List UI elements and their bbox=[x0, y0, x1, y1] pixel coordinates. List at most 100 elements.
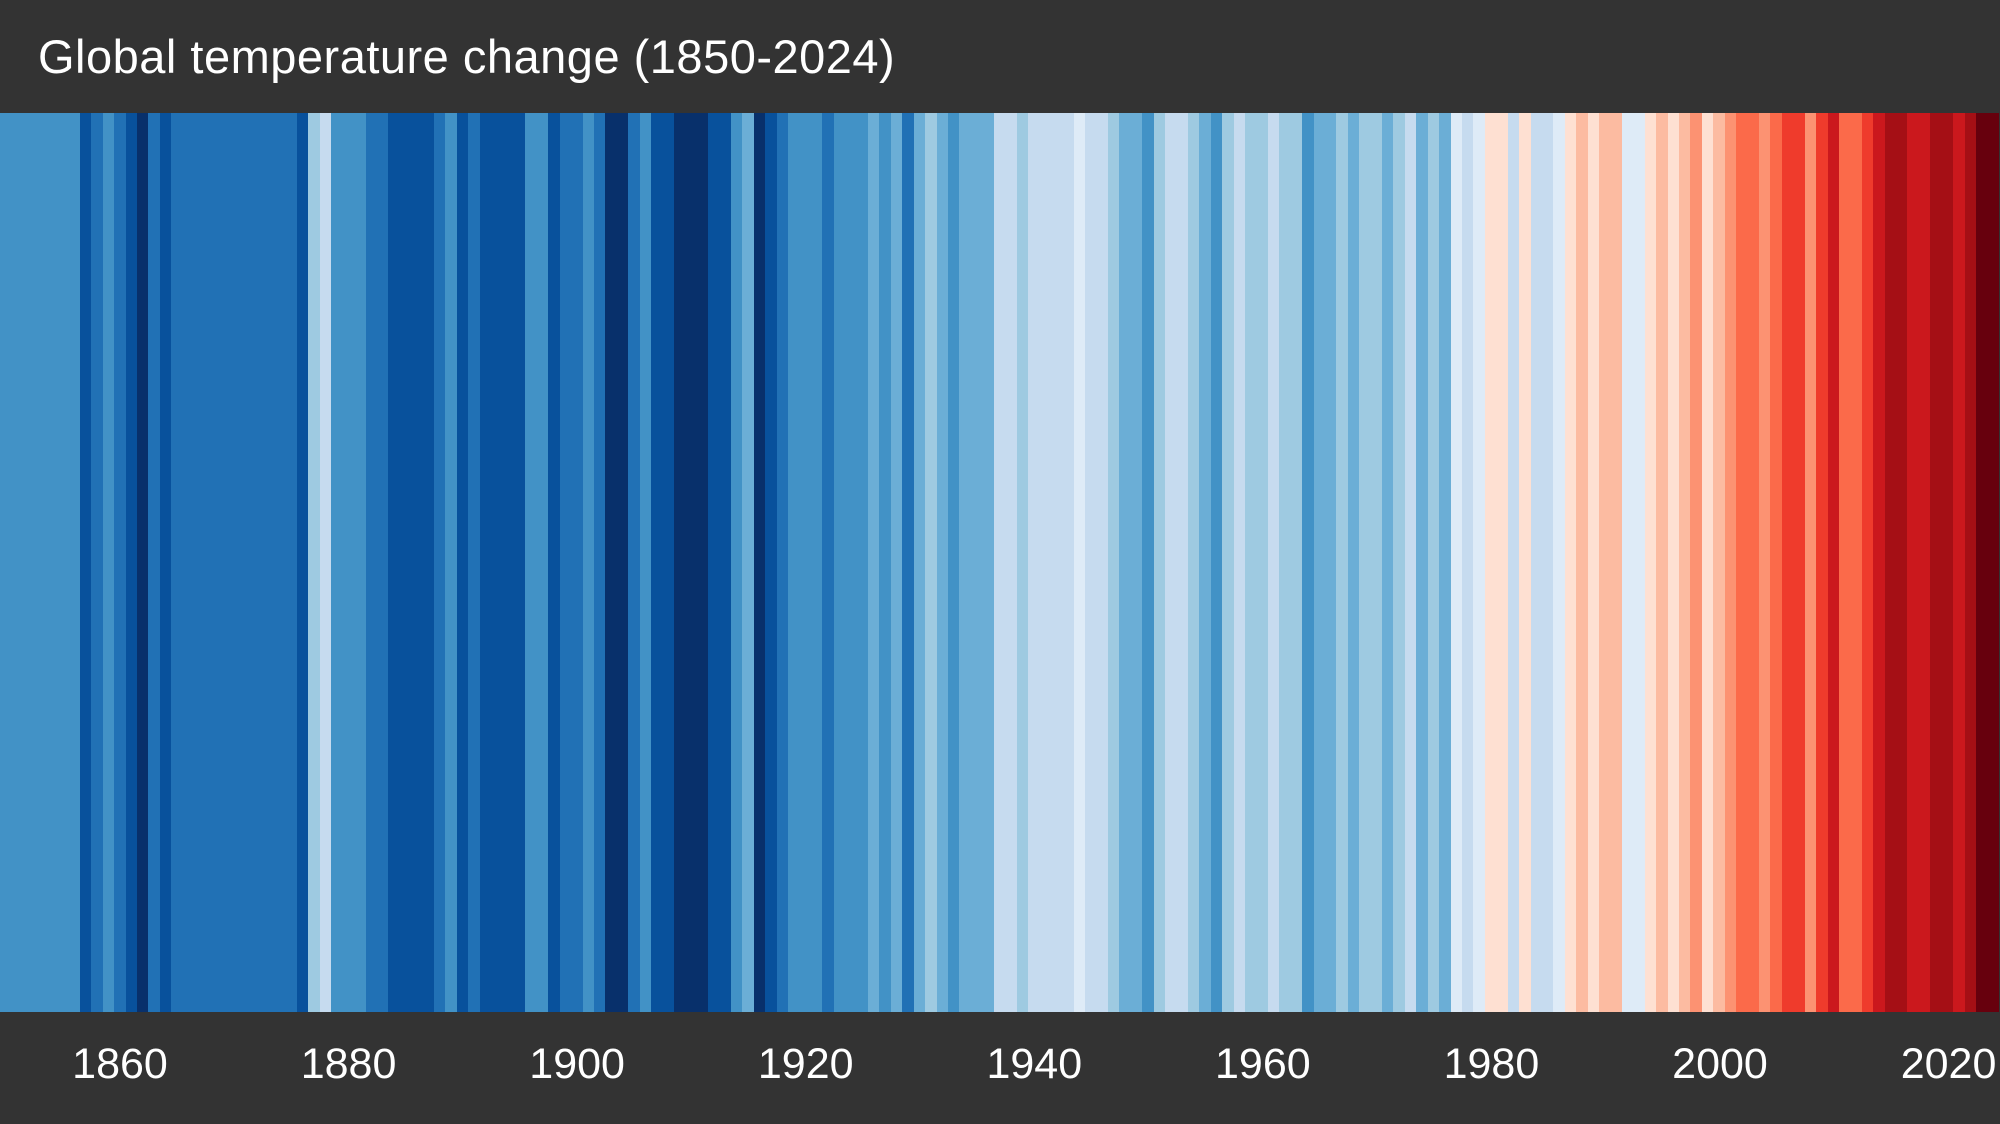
year-stripe-2007 bbox=[1793, 113, 1805, 1012]
year-stripe-2014 bbox=[1873, 113, 1885, 1012]
year-stripe-1910 bbox=[685, 113, 697, 1012]
year-stripe-1903 bbox=[605, 113, 617, 1012]
year-stripe-1975 bbox=[1427, 113, 1440, 1012]
year-stripe-1928 bbox=[890, 113, 903, 1012]
year-stripe-1852 bbox=[22, 113, 35, 1012]
year-stripe-1886 bbox=[411, 113, 423, 1012]
year-stripe-1926 bbox=[868, 113, 880, 1012]
year-stripe-1869 bbox=[217, 113, 229, 1012]
year-stripe-1899 bbox=[559, 113, 572, 1012]
year-stripe-1987 bbox=[1564, 113, 1577, 1012]
year-stripe-1892 bbox=[479, 113, 492, 1012]
year-stripe-1900 bbox=[571, 113, 583, 1012]
title-bar: Global temperature change (1850-2024) bbox=[0, 0, 2000, 113]
year-stripe-1888 bbox=[434, 113, 446, 1012]
year-stripe-1876 bbox=[296, 113, 309, 1012]
x-tick-label-1860: 1860 bbox=[72, 1040, 168, 1088]
year-stripe-1958 bbox=[1233, 113, 1245, 1012]
year-stripe-1933 bbox=[948, 113, 960, 1012]
year-stripe-1997 bbox=[1679, 113, 1691, 1012]
year-stripe-1962 bbox=[1279, 113, 1291, 1012]
year-stripe-1858 bbox=[91, 113, 103, 1012]
year-stripe-1860 bbox=[114, 113, 126, 1012]
year-stripe-1882 bbox=[365, 113, 377, 1012]
year-stripe-1974 bbox=[1416, 113, 1428, 1012]
year-stripe-1970 bbox=[1370, 113, 1383, 1012]
x-tick-label-1900: 1900 bbox=[529, 1040, 625, 1088]
year-stripe-1935 bbox=[970, 113, 983, 1012]
year-stripe-1922 bbox=[822, 113, 834, 1012]
year-stripe-1944 bbox=[1073, 113, 1086, 1012]
year-stripe-1953 bbox=[1176, 113, 1188, 1012]
year-stripe-1884 bbox=[388, 113, 400, 1012]
year-stripe-1971 bbox=[1382, 113, 1394, 1012]
year-stripe-1889 bbox=[445, 113, 457, 1012]
year-stripe-1891 bbox=[468, 113, 480, 1012]
year-stripe-1917 bbox=[765, 113, 777, 1012]
year-stripe-1879 bbox=[331, 113, 343, 1012]
year-stripe-1919 bbox=[788, 113, 800, 1012]
year-stripe-1893 bbox=[491, 113, 503, 1012]
chart-title: Global temperature change (1850-2024) bbox=[38, 30, 896, 83]
year-stripe-1883 bbox=[376, 113, 389, 1012]
x-tick-label-1960: 1960 bbox=[1215, 1040, 1311, 1088]
year-stripe-1947 bbox=[1107, 113, 1120, 1012]
year-stripe-1932 bbox=[936, 113, 949, 1012]
year-stripe-1912 bbox=[708, 113, 720, 1012]
year-stripe-1952 bbox=[1165, 113, 1177, 1012]
year-stripe-2003 bbox=[1747, 113, 1759, 1012]
year-stripe-1954 bbox=[1187, 113, 1200, 1012]
year-stripe-1856 bbox=[68, 113, 80, 1012]
year-stripe-1929 bbox=[902, 113, 914, 1012]
year-stripe-1907 bbox=[651, 113, 663, 1012]
year-stripe-1868 bbox=[205, 113, 218, 1012]
year-stripe-2018 bbox=[1918, 113, 1931, 1012]
year-stripe-1874 bbox=[274, 113, 286, 1012]
x-tick-label-2000: 2000 bbox=[1672, 1040, 1768, 1088]
year-stripe-2015 bbox=[1884, 113, 1897, 1012]
x-tick-label-1980: 1980 bbox=[1443, 1040, 1540, 1088]
year-stripe-1950 bbox=[1142, 113, 1154, 1012]
year-stripe-2004 bbox=[1758, 113, 1771, 1012]
x-tick-label-1920: 1920 bbox=[757, 1040, 854, 1088]
year-stripe-1921 bbox=[810, 113, 823, 1012]
x-tick-label-2020: 2020 bbox=[1900, 1040, 1997, 1088]
year-stripe-1961 bbox=[1267, 113, 1280, 1012]
year-stripe-1942 bbox=[1050, 113, 1063, 1012]
year-stripe-1867 bbox=[194, 113, 206, 1012]
year-stripe-1934 bbox=[959, 113, 971, 1012]
year-stripe-2020 bbox=[1941, 113, 1954, 1012]
year-stripe-1880 bbox=[342, 113, 355, 1012]
year-stripe-2005 bbox=[1770, 113, 1782, 1012]
year-stripe-1902 bbox=[593, 113, 606, 1012]
year-stripe-1998 bbox=[1690, 113, 1702, 1012]
year-stripe-1927 bbox=[879, 113, 891, 1012]
year-stripe-1865 bbox=[171, 113, 183, 1012]
year-stripe-1965 bbox=[1313, 113, 1325, 1012]
year-stripe-1905 bbox=[628, 113, 640, 1012]
year-stripe-1994 bbox=[1644, 113, 1657, 1012]
year-stripe-1894 bbox=[502, 113, 514, 1012]
year-stripe-1985 bbox=[1541, 113, 1554, 1012]
year-stripe-1941 bbox=[1039, 113, 1051, 1012]
year-stripe-2008 bbox=[1804, 113, 1817, 1012]
year-stripe-1999 bbox=[1701, 113, 1714, 1012]
year-stripe-1963 bbox=[1290, 113, 1303, 1012]
year-stripe-1931 bbox=[925, 113, 937, 1012]
year-stripe-1855 bbox=[57, 113, 69, 1012]
x-tick-label-1940: 1940 bbox=[986, 1040, 1083, 1088]
year-stripe-1863 bbox=[148, 113, 160, 1012]
year-stripe-1914 bbox=[731, 113, 743, 1012]
year-stripe-1862 bbox=[137, 113, 149, 1012]
year-stripe-1906 bbox=[639, 113, 652, 1012]
year-stripe-1960 bbox=[1256, 113, 1268, 1012]
year-stripe-1989 bbox=[1587, 113, 1600, 1012]
year-stripe-1872 bbox=[251, 113, 263, 1012]
year-stripe-1937 bbox=[993, 113, 1006, 1012]
year-stripe-2016 bbox=[1896, 113, 1908, 1012]
year-stripe-1904 bbox=[616, 113, 629, 1012]
year-stripe-1859 bbox=[102, 113, 115, 1012]
year-stripe-1920 bbox=[799, 113, 811, 1012]
year-stripe-1916 bbox=[753, 113, 766, 1012]
